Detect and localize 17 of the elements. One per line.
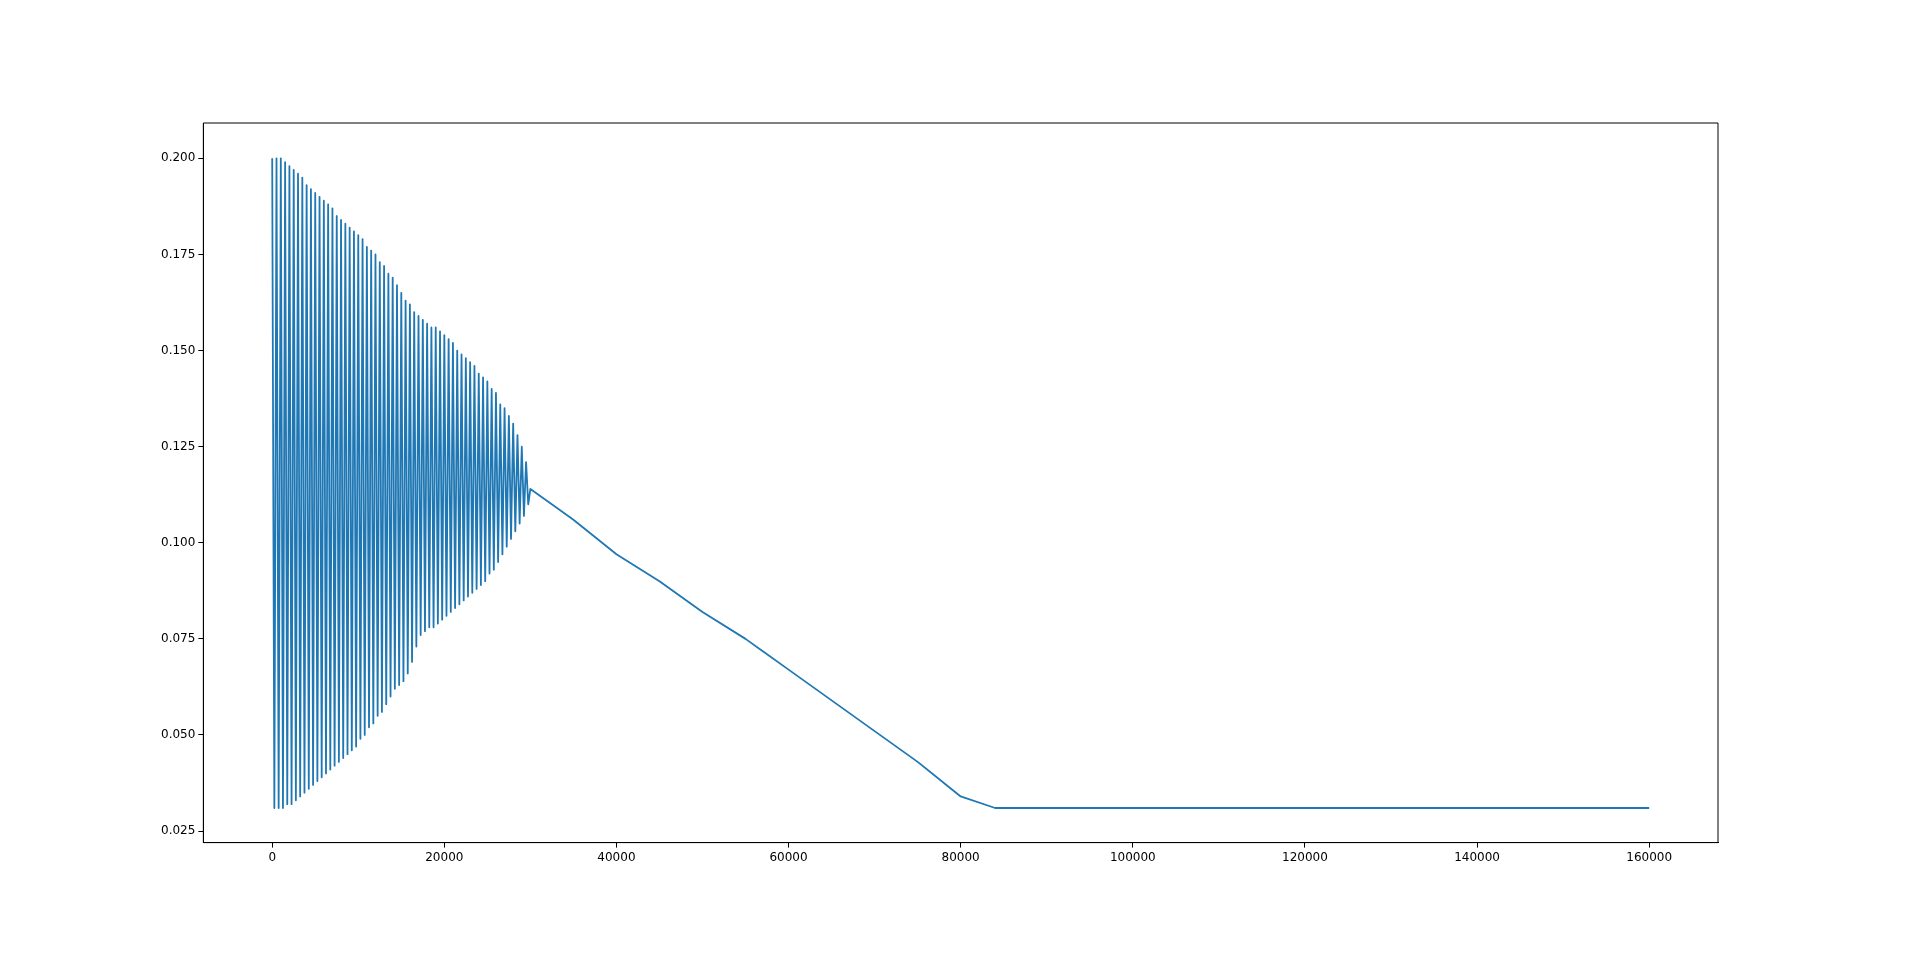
x-tick-label: 140000 bbox=[1454, 849, 1500, 864]
x-tick-label: 20000 bbox=[425, 849, 464, 864]
y-tick-label: 0.125 bbox=[160, 438, 196, 453]
y-tick-label: 0.175 bbox=[160, 246, 196, 261]
x-tick-label: 60000 bbox=[769, 849, 808, 864]
x-tick-label: 40000 bbox=[597, 849, 636, 864]
y-tick-label: 0.075 bbox=[160, 630, 196, 645]
y-tick-label: 0.050 bbox=[160, 727, 196, 742]
x-tick-label: 80000 bbox=[941, 849, 980, 864]
y-tick-label: 0.100 bbox=[160, 534, 196, 549]
x-tick-label: 120000 bbox=[1282, 849, 1328, 864]
y-tick-label: 0.025 bbox=[160, 823, 196, 838]
y-tick-label: 0.200 bbox=[160, 150, 196, 165]
x-tick-label: 0 bbox=[268, 849, 277, 864]
y-tick-label: 0.150 bbox=[160, 342, 196, 357]
x-tick-label: 100000 bbox=[1109, 849, 1156, 864]
x-tick-label: 160000 bbox=[1626, 849, 1673, 864]
